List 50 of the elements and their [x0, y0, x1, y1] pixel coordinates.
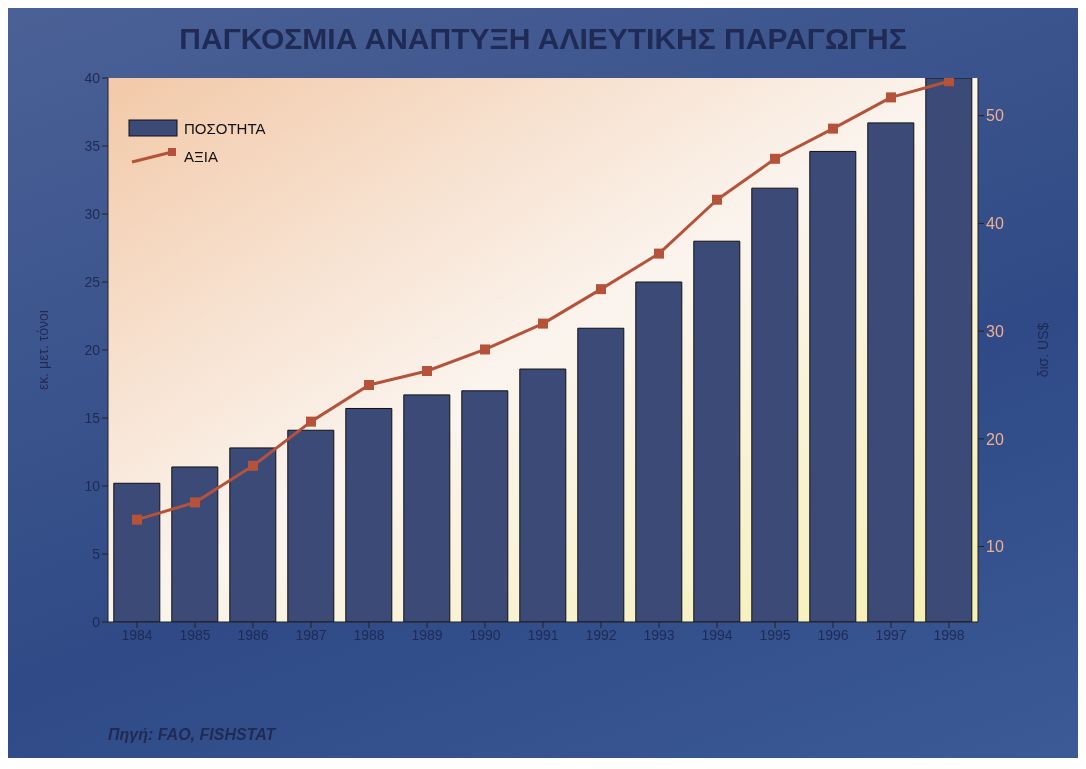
bar: [229, 447, 277, 622]
point: [596, 284, 606, 295]
y-tick-label: 30: [84, 205, 101, 222]
point: [770, 153, 780, 164]
point: [654, 248, 664, 259]
x-tick-label: 1997: [875, 626, 907, 643]
y-tick-label: 35: [84, 137, 101, 154]
bar: [113, 482, 161, 622]
point: [886, 92, 896, 103]
point: [248, 460, 258, 471]
x-tick-label: 1995: [759, 626, 791, 643]
point: [828, 123, 838, 134]
y2-tick-label: 10: [986, 538, 1004, 556]
y2-tick-label: 50: [986, 107, 1004, 125]
bar: [461, 390, 509, 622]
x-tick-label: 1998: [933, 626, 965, 643]
y-axis-title: εκ. μετ. τόνοι: [34, 310, 51, 390]
point: [944, 78, 954, 87]
point: [190, 497, 200, 508]
legend-label: ΑΞΙΑ: [184, 147, 218, 165]
y-tick-label: 25: [84, 273, 101, 290]
point: [422, 366, 432, 377]
point: [712, 194, 722, 205]
x-tick-label: 1996: [817, 626, 849, 643]
bar: [925, 78, 973, 622]
y2-tick-label: 20: [986, 430, 1004, 448]
bar: [519, 368, 567, 622]
bar: [345, 407, 393, 622]
y-tick-label: 40: [84, 69, 101, 86]
point: [306, 416, 316, 427]
bar: [171, 466, 219, 622]
bar: [867, 122, 915, 622]
point: [132, 514, 142, 525]
point: [364, 380, 374, 391]
y2-tick-label: 40: [986, 215, 1004, 233]
bar: [403, 394, 451, 622]
x-tick-label: 1993: [643, 626, 675, 643]
bar: [751, 187, 799, 622]
bar: [577, 327, 625, 622]
x-tick-label: 1994: [701, 626, 733, 643]
bar: [693, 240, 741, 622]
point: [480, 344, 490, 355]
y2-tick-label: 30: [986, 322, 1004, 340]
bar: [635, 281, 683, 622]
bar: [809, 150, 857, 622]
chart-title: ΠΑΓΚΟΣΜΙΑ ΑΝΑΠΤΥΞΗ ΑΛΙΕΥΤΙΚΗΣ ΠΑΡΑΓΩΓΗΣ: [178, 22, 908, 56]
bar: [287, 429, 335, 622]
y-tick-label: 20: [84, 341, 101, 358]
legend-label: ΠΟΣΟΤΗΤΑ: [184, 119, 266, 137]
point: [538, 318, 548, 329]
